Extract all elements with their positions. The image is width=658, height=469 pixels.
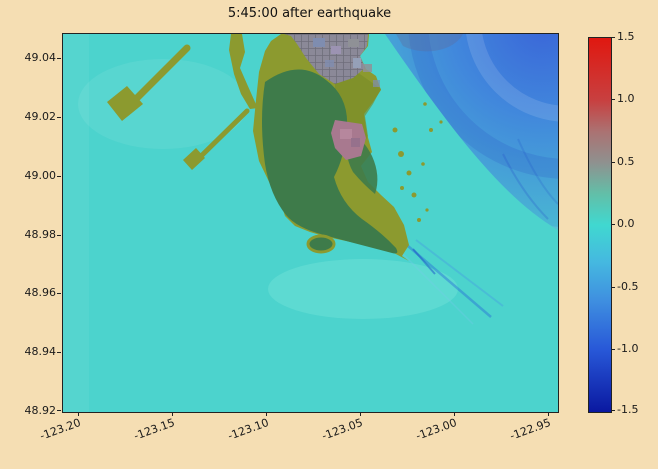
x-tick-label: -123.20 [38,416,83,443]
wave-fronts [385,34,558,230]
colorbar-gradient [589,38,611,412]
colorbar-tick-mark [611,162,615,163]
tick-mark [78,412,79,416]
x-tick-label: -123.00 [414,416,459,443]
tick-mark [57,176,61,177]
x-tick-label: -123.15 [132,416,177,443]
tick-mark [266,412,267,416]
coastal-islets [392,102,443,222]
tick-mark [57,352,61,353]
boundary-bay-shallows [268,259,458,319]
colorbar-tick-label: 1.0 [617,92,635,105]
colorbar [588,37,612,413]
water-shallow-band [63,34,89,412]
colorbar-tick-mark [611,349,615,350]
colorbar-tick-mark [611,224,615,225]
y-tick-label: 48.96 [24,286,57,299]
map-plot [62,33,559,413]
colorbar-tick-label: 0.5 [617,155,635,168]
colorbar-tick-label: -0.5 [617,280,639,293]
tick-mark [172,412,173,416]
wave-filament-1 [502,153,549,220]
y-tick-label: 49.00 [24,169,57,182]
colorbar-tick-mark [611,99,615,100]
tick-mark [57,117,61,118]
colorbar-tick-mark [611,410,615,411]
y-tick-label: 48.92 [24,404,57,417]
y-tick-label: 49.02 [24,110,57,123]
bog-interior [262,69,398,254]
shallow-bank [78,59,248,149]
x-tick-label: -123.10 [226,416,271,443]
plot-title: 5:45:00 after earthquake [227,6,392,21]
wave-trough-region [385,34,558,230]
tick-mark [57,410,61,411]
colorbar-tick-label: 1.5 [617,30,635,43]
colorbar-tick-label: -1.5 [617,403,639,416]
y-tick-label: 48.98 [24,228,57,241]
tick-mark [57,58,61,59]
small-island [306,234,336,254]
map-svg [63,34,558,412]
urban-area-north [284,34,380,87]
y-tick-label: 49.04 [24,51,57,64]
colorbar-tick-label: 0.0 [617,217,635,230]
y-tick-label: 48.94 [24,345,57,358]
tick-mark [57,235,61,236]
urban-area-center [331,120,366,160]
tick-mark [360,412,361,416]
x-tick-label: -122.95 [508,416,553,443]
colorbar-tick-label: -1.0 [617,342,639,355]
wave-streaks-southeast [400,239,504,325]
tick-mark [548,412,549,416]
colorbar-tick-mark [611,287,615,288]
river-arm [229,34,258,109]
ferry-terminal [183,148,205,170]
port-terminal [107,86,143,121]
x-tick-label: -123.05 [320,416,365,443]
land-masses [107,34,443,261]
wave-filament-2 [517,138,558,205]
colorbar-tick-mark [611,37,615,38]
tick-mark [57,293,61,294]
tick-mark [454,412,455,416]
